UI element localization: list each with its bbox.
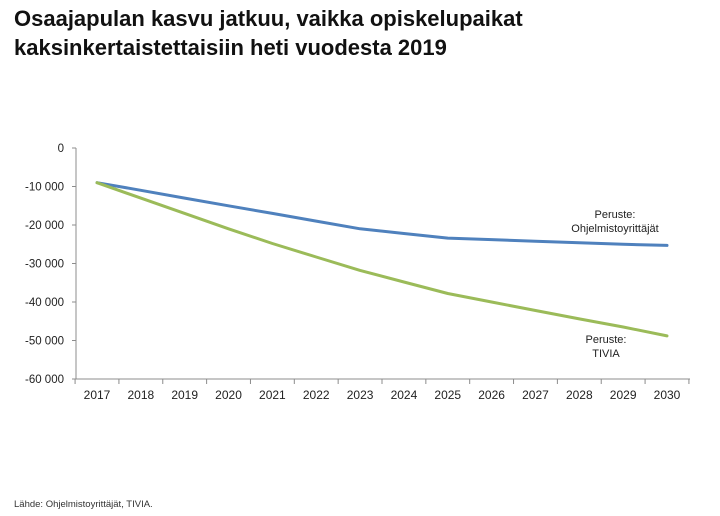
y-tick-label: -20 000 (25, 220, 64, 232)
series-label-2: TIVIA (592, 348, 620, 360)
x-tick-label: 2023 (347, 388, 374, 402)
y-tick-label: 0 (58, 143, 64, 155)
y-tick-label: -30 000 (25, 259, 64, 271)
title-line-2: kaksinkertaistettaisiin heti vuodesta 20… (14, 35, 447, 60)
chart-title: Osaajapulan kasvu jatkuu, vaikka opiskel… (14, 4, 704, 62)
x-tick-label: 2030 (654, 388, 681, 402)
x-tick-label: 2028 (566, 388, 593, 402)
x-tick-label: 2018 (127, 388, 154, 402)
x-tick-label: 2017 (84, 388, 111, 402)
x-tick-label: 2022 (303, 388, 330, 402)
line-chart: 0 -10 000 -20 000 -30 000 -40 000 -50 000 -60 … (25, 143, 690, 402)
y-tick-label: -50 000 (25, 336, 64, 348)
x-tick-label: 2020 (215, 388, 242, 402)
series-line-1 (95, 181, 669, 247)
x-tick-label: 2027 (522, 388, 549, 402)
y-tick-label: -10 000 (25, 182, 64, 194)
y-tick-label: -60 000 (25, 374, 64, 386)
x-tick-label: 2021 (259, 388, 286, 402)
series-line-2 (95, 181, 669, 338)
series-label-1: Ohjelmistoyrittäjät (571, 223, 658, 235)
source-note: Lähde: Ohjelmistoyrittäjät, TIVIA. (14, 499, 153, 510)
x-tick-label: 2029 (610, 388, 637, 402)
x-tick-label: 2019 (171, 388, 198, 402)
title-line-1: Osaajapulan kasvu jatkuu, vaikka opiskel… (14, 6, 523, 31)
series-label-1: Peruste: (595, 209, 636, 221)
x-tick-label: 2024 (391, 388, 418, 402)
x-tick-label: 2026 (478, 388, 505, 402)
x-tick-label: 2025 (434, 388, 461, 402)
y-tick-label: -40 000 (25, 297, 64, 309)
series-label-2: Peruste: (586, 334, 627, 346)
